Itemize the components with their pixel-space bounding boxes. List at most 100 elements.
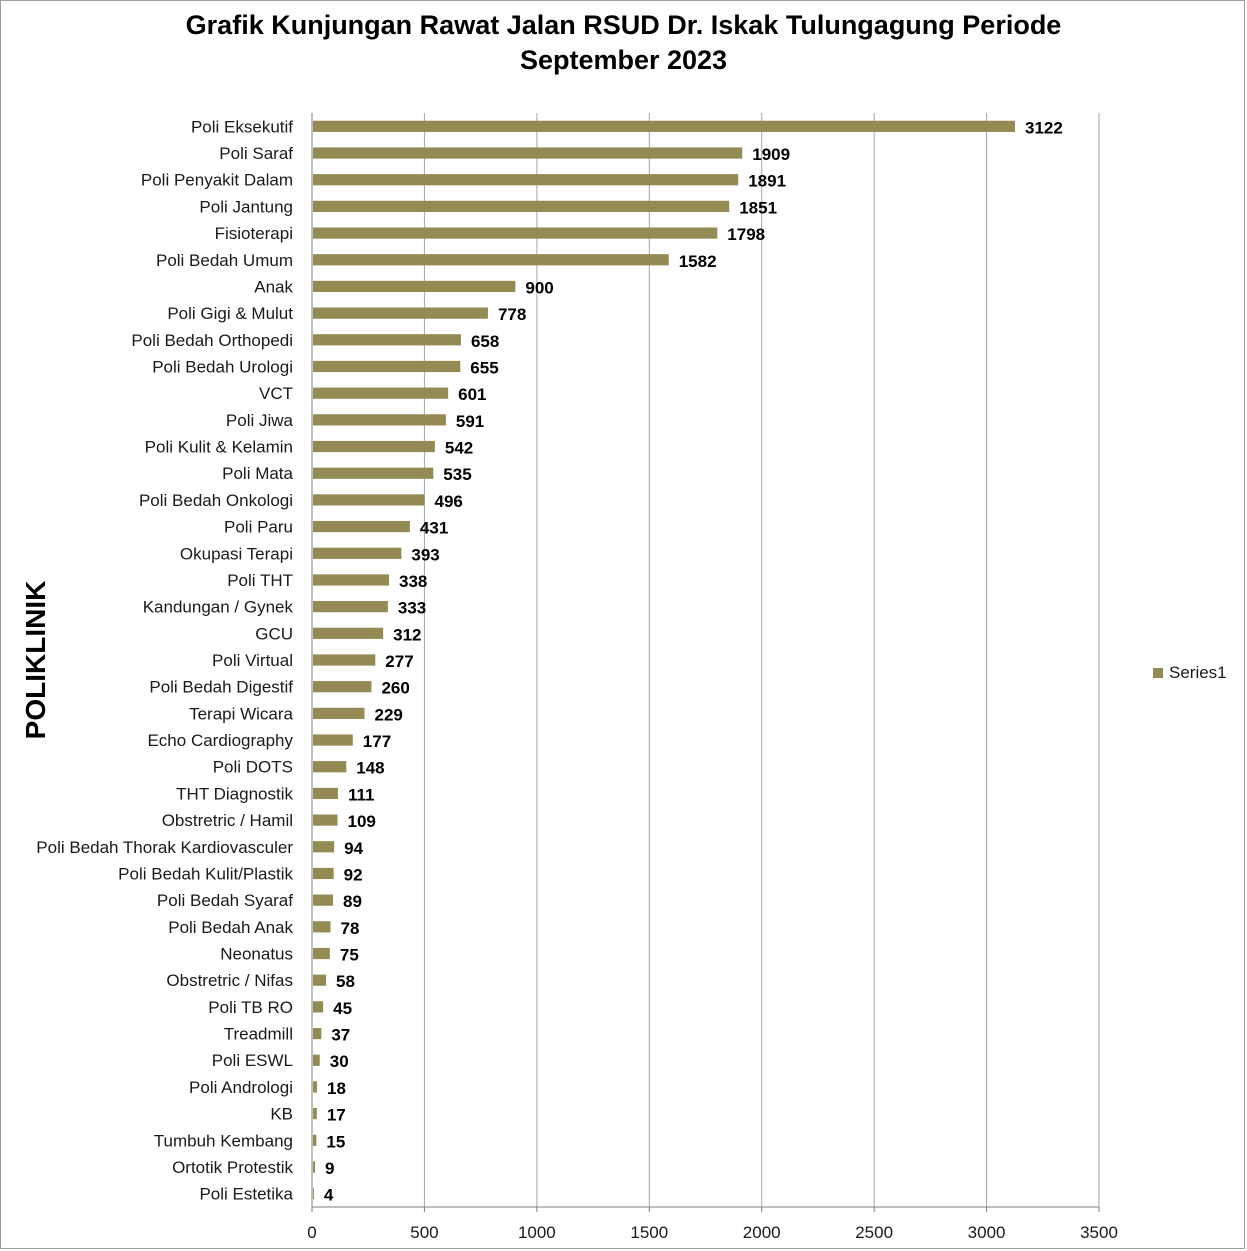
bar <box>313 1108 317 1120</box>
category-label: Poli Gigi & Mulut <box>167 304 293 323</box>
bars <box>313 120 1016 1200</box>
category-label: Ortotik Protestik <box>172 1158 293 1177</box>
x-tick-label: 3000 <box>968 1223 1006 1242</box>
data-label: 591 <box>456 412 484 431</box>
bar <box>313 841 335 853</box>
data-label: 542 <box>445 439 473 458</box>
category-label: Poli Jiwa <box>226 411 294 430</box>
data-label: 1798 <box>727 225 765 244</box>
category-label: Poli Bedah Syaraf <box>157 891 293 910</box>
data-label: 535 <box>443 465 471 484</box>
category-label: Echo Cardiography <box>147 731 293 750</box>
data-label: 338 <box>399 572 427 591</box>
bar <box>313 440 435 453</box>
category-label: Poli Estetika <box>199 1185 293 1204</box>
bar <box>313 147 743 159</box>
category-label: Treadmill <box>224 1025 293 1044</box>
chart-title-line-2: September 2023 <box>519 45 728 75</box>
bar <box>313 520 410 533</box>
data-label: 30 <box>330 1052 349 1071</box>
data-label: 4 <box>324 1186 334 1205</box>
category-label: Poli Kulit & Kelamin <box>145 438 293 457</box>
category-label: Poli Bedah Onkologi <box>139 491 293 510</box>
bar <box>313 387 449 399</box>
data-label: 900 <box>525 278 553 297</box>
category-label: Poli Bedah Umum <box>156 251 293 270</box>
data-label: 45 <box>333 999 352 1018</box>
category-label: Poli Bedah Kulit/Plastik <box>118 864 293 883</box>
bar <box>313 494 425 506</box>
legend: Series1 <box>1153 663 1227 683</box>
bar <box>313 894 334 906</box>
data-label: 18 <box>327 1079 346 1098</box>
legend-label: Series1 <box>1169 663 1227 682</box>
bar <box>313 1001 324 1013</box>
data-label: 17 <box>327 1106 346 1125</box>
data-label: 1909 <box>752 145 790 164</box>
bar <box>313 707 365 719</box>
category-label: Poli Penyakit Dalam <box>141 171 293 190</box>
category-label: Poli THT <box>227 571 293 590</box>
x-tick-label: 2500 <box>855 1223 893 1242</box>
category-label: Poli Bedah Thorak Kardiovasculer <box>36 838 293 857</box>
category-labels: Poli Eksekutif Poli Saraf Poli Penyakit Da… <box>36 117 293 1203</box>
legend-swatch <box>1153 668 1163 678</box>
x-tick-label: 2000 <box>743 1223 781 1242</box>
category-label: Poli Bedah Orthopedi <box>131 331 293 350</box>
data-label: 393 <box>411 545 439 564</box>
data-label: 148 <box>356 759 384 778</box>
data-label: 3122 <box>1025 118 1063 137</box>
data-label: 1851 <box>739 198 777 217</box>
category-label: Terapi Wicara <box>189 704 293 723</box>
category-label: Poli Bedah Anak <box>168 918 293 937</box>
category-label: Poli Eksekutif <box>191 117 293 136</box>
data-label: 111 <box>348 785 375 804</box>
bar <box>313 1081 318 1093</box>
data-label: 94 <box>344 839 363 858</box>
data-label: 177 <box>363 732 391 751</box>
category-label: Poli DOTS <box>213 758 293 777</box>
bar <box>313 120 1016 132</box>
category-label: THT Diagnostik <box>176 784 293 803</box>
x-tick-label: 1500 <box>630 1223 668 1242</box>
category-label: Poli Saraf <box>219 144 293 163</box>
gridlines <box>311 113 1100 1212</box>
bar <box>313 974 327 986</box>
bar <box>313 761 347 773</box>
category-label: Obstretric / Nifas <box>166 971 293 990</box>
category-label: KB <box>270 1105 293 1124</box>
data-label: 75 <box>340 946 359 965</box>
bar <box>313 867 334 880</box>
bar <box>313 200 730 212</box>
bar <box>313 787 338 800</box>
category-label: Poli ESWL <box>212 1051 293 1070</box>
bar <box>313 174 739 186</box>
category-label: Poli Mata <box>222 464 293 483</box>
bar <box>313 334 461 346</box>
data-label: 260 <box>381 679 409 698</box>
category-label: Poli Bedah Urologi <box>152 357 293 376</box>
data-label: 778 <box>498 305 526 324</box>
x-tick-label: 3500 <box>1080 1223 1118 1242</box>
category-label: Anak <box>254 277 293 296</box>
bar <box>313 627 384 639</box>
category-label: Tumbuh Kembang <box>154 1131 293 1150</box>
category-label: Poli Virtual <box>212 651 293 670</box>
data-label: 601 <box>458 385 486 404</box>
bar <box>313 547 402 559</box>
category-label: Fisioterapi <box>215 224 293 243</box>
data-label: 1582 <box>679 252 717 271</box>
bar <box>313 814 338 826</box>
bar <box>313 654 376 666</box>
bar <box>313 360 461 373</box>
bar <box>313 307 488 319</box>
category-label: Poli TB RO <box>208 998 293 1017</box>
value-labels: 3122 1909 1891 1851 1798 1582 900 778 658 655 601 5… <box>324 118 1063 1204</box>
category-label: Neonatus <box>220 945 293 964</box>
bar <box>313 681 372 693</box>
category-label: Poli Bedah Digestif <box>149 678 293 697</box>
data-label: 37 <box>331 1026 350 1045</box>
data-label: 1891 <box>748 172 786 191</box>
